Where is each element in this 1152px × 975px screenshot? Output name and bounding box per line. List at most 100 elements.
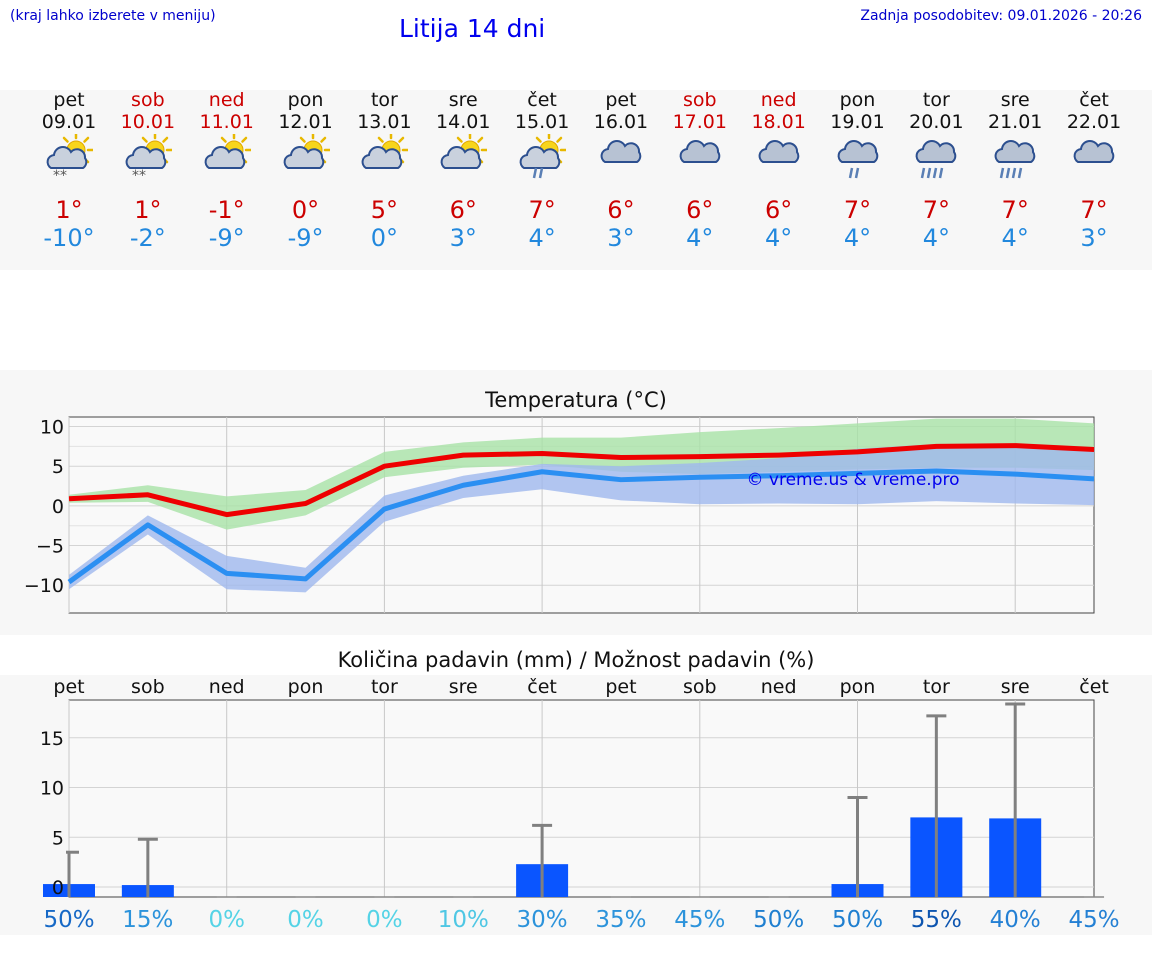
day-date: 18.01 [751, 111, 806, 133]
precip-ytick-label: 15 [40, 728, 64, 750]
day-name: sob [131, 89, 165, 111]
temp-ytick-label: −10 [24, 575, 64, 597]
precip-probability: 15% [122, 907, 173, 933]
precip-probability: 50% [43, 907, 94, 933]
temp-max: 7° [922, 196, 950, 224]
temp-max: 6° [607, 196, 635, 224]
precip-probability: 0% [208, 907, 245, 933]
temp-min: 4° [528, 224, 556, 252]
temp-band-min [69, 443, 1095, 593]
day-name: ned [208, 89, 245, 111]
precip-probability: 40% [990, 907, 1041, 933]
temp-min: -2° [129, 224, 166, 252]
temp-min: 4° [765, 224, 793, 252]
day-name: pon [839, 89, 876, 111]
day-date: 16.01 [593, 111, 649, 133]
day-date: 11.01 [199, 111, 254, 133]
temp-min: 4° [686, 224, 714, 252]
sun-cloud-rain-icon [519, 134, 567, 179]
precip-category-label: čet [1079, 676, 1109, 698]
precip-ytick-label: 0 [52, 877, 64, 899]
precip-category-label: sob [683, 676, 717, 698]
precip-category-label: sre [1001, 676, 1030, 698]
day-date: 22.01 [1066, 111, 1122, 133]
day-date: 20.01 [909, 111, 964, 133]
sun-cloud-icon [440, 134, 488, 169]
precip-probability: 30% [517, 907, 568, 933]
temp-min: 3° [1080, 224, 1108, 252]
day-date: 21.01 [987, 111, 1043, 133]
day-date: 12.01 [278, 111, 333, 133]
day-date: 13.01 [357, 111, 412, 133]
precip-probability: 10% [438, 907, 489, 933]
precip-category-label: sob [131, 676, 165, 698]
cloud-icon [679, 140, 721, 163]
precip-category-label: tor [371, 676, 398, 698]
precip-probability: 45% [1068, 907, 1119, 933]
precip-probability: 0% [287, 907, 324, 933]
precip-probability: 50% [832, 907, 883, 933]
day-name: sre [1000, 89, 1030, 111]
day-date: 09.01 [41, 111, 97, 133]
sun-cloud-snow-icon: ** [125, 134, 172, 180]
temp-min: 3° [449, 224, 477, 252]
day-date: 15.01 [514, 111, 570, 133]
sun-cloud-icon [361, 134, 409, 169]
temp-min: -10° [43, 224, 95, 252]
page-title: Litija 14 dni [399, 14, 546, 43]
day-date: 19.01 [830, 111, 885, 133]
day-name: pon [287, 89, 324, 111]
day-name: čet [527, 89, 557, 111]
temp-min: 0° [370, 224, 399, 252]
temp-band-max [69, 418, 1095, 530]
temp-max: 6° [686, 196, 714, 224]
day-date: 10.01 [120, 111, 176, 133]
last-update: Zadnja posodobitev: 09.01.2026 - 20:26 [860, 8, 1142, 24]
precip-probability: 0% [366, 907, 403, 933]
day-name: pet [53, 89, 85, 111]
day-name: sob [683, 89, 717, 111]
svg-text:**: ** [53, 168, 67, 180]
sun-cloud-icon [283, 134, 330, 169]
day-name: tor [922, 89, 950, 111]
region-hint[interactable]: (kraj lahko izberete v meniju) [10, 8, 216, 24]
temp-min: -9° [287, 224, 324, 252]
temp-ytick-label: 10 [40, 417, 64, 439]
cloud-rain-heavy-icon [915, 140, 957, 179]
day-date: 17.01 [672, 111, 727, 133]
day-date: 14.01 [436, 111, 491, 133]
temp-ytick-label: −5 [36, 536, 64, 558]
precip-probability: 35% [595, 907, 646, 933]
precip-probability: 50% [753, 907, 804, 933]
precip-probability: 45% [674, 907, 725, 933]
sun-cloud-icon [204, 134, 251, 169]
day-name: ned [760, 89, 797, 111]
precip-ytick-label: 10 [40, 778, 64, 800]
precip-category-label: pet [605, 676, 636, 698]
cloud-rain-light-icon [837, 140, 878, 179]
temp-max: 7° [843, 196, 872, 224]
temp-max: 6° [765, 196, 793, 224]
cloud-icon [758, 140, 799, 163]
temp-max: 7° [1001, 196, 1029, 224]
day-name: pet [605, 89, 637, 111]
temperature-title: Temperatura (°C) [485, 388, 667, 412]
svg-text:**: ** [132, 168, 146, 180]
temp-line-max [68, 443, 1095, 518]
temp-max: 6° [449, 196, 477, 224]
precip-ytick-label: 5 [52, 827, 64, 849]
precip-category-label: ned [761, 676, 797, 698]
sun-cloud-snow-icon: ** [46, 134, 93, 180]
temp-max: 1° [55, 196, 83, 224]
precip-category-label: tor [923, 676, 950, 698]
cloud-icon [1073, 140, 1115, 163]
day-name: sre [448, 89, 478, 111]
cloud-rain-heavy-icon [994, 140, 1036, 179]
cloud-icon [600, 140, 642, 163]
day-name: čet [1079, 89, 1109, 111]
precip-probability: 55% [911, 907, 962, 933]
precip-category-label: pet [53, 676, 84, 698]
precip-category-label: čet [527, 676, 557, 698]
precipitation-title: Količina padavin (mm) / Možnost padavin … [337, 648, 815, 672]
